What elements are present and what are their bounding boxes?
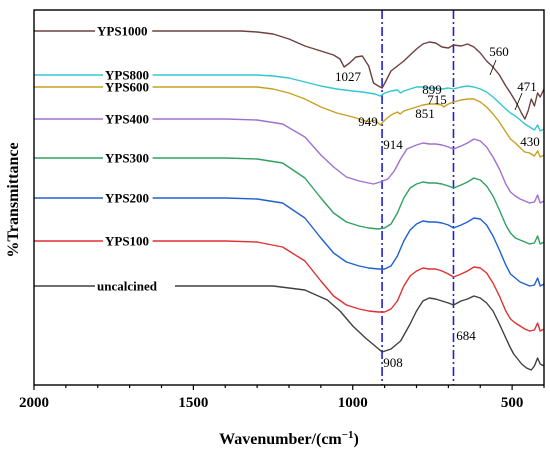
series-label-yps300: YPS300	[105, 151, 149, 166]
series-label-yps100: YPS100	[105, 234, 149, 249]
x-axis-title: Wavenumber/(cm−1)	[219, 429, 359, 448]
series-line-yps600	[34, 86, 545, 158]
series-layer	[34, 30, 545, 371]
series-line-yps100	[34, 240, 545, 332]
peak-label-560: 560	[489, 44, 509, 59]
series-label-backdrop	[103, 67, 153, 81]
x-tick-label: 2000	[19, 395, 49, 411]
reference-lines	[381, 10, 455, 385]
peak-label-908: 908	[383, 355, 403, 370]
series-label-backdrop	[103, 150, 153, 164]
series-line-yps200	[34, 197, 545, 287]
series-label-backdrop	[103, 111, 153, 125]
series-label-yps800: YPS800	[105, 68, 149, 83]
series-label-backdrop	[95, 23, 153, 37]
peak-label-899: 899	[422, 82, 442, 97]
series-label-yps1000: YPS1000	[97, 24, 148, 39]
peak-label-851: 851	[415, 106, 435, 121]
peak-label-914: 914	[383, 137, 403, 152]
peak-label-715: 715	[427, 92, 447, 107]
series-line-yps300	[34, 157, 545, 245]
x-tick-label: 500	[501, 395, 524, 411]
peak-label-949: 949	[358, 114, 378, 129]
series-line-yps1000	[34, 30, 545, 120]
series-label-backdrop	[95, 278, 175, 292]
series-line-uncalcined	[34, 285, 545, 371]
series-label-yps600: YPS600	[105, 80, 149, 95]
series-label-uncalcined: uncalcined	[97, 279, 158, 294]
x-tick-label: 1500	[178, 395, 208, 411]
peak-label-684: 684	[456, 328, 476, 343]
annotation-leader	[489, 59, 497, 76]
y-axis-title: %Transmittance	[5, 142, 22, 257]
series-line-yps400	[34, 118, 545, 204]
peak-label-430: 430	[520, 134, 540, 149]
annotation-leader	[514, 92, 523, 111]
series-label-yps400: YPS400	[105, 112, 149, 127]
peak-annotations: 1027 899 851 949 715 914 560 471 430 908 684	[335, 44, 540, 370]
series-label-yps200: YPS200	[105, 191, 149, 206]
x-axis-ticks: 2000 1500 1000 500	[19, 385, 545, 411]
series-label-backdrop	[103, 190, 153, 204]
peak-label-1027: 1027	[335, 69, 362, 84]
peak-label-471: 471	[517, 79, 537, 94]
series-label-backdrop	[103, 79, 153, 93]
series-labels: uncalcined YPS100 YPS200 YPS300 YPS400 YPS600…	[95, 23, 175, 294]
series-label-backdrop	[103, 233, 153, 247]
x-tick-label: 1000	[338, 395, 368, 411]
series-line-yps800	[34, 74, 545, 132]
